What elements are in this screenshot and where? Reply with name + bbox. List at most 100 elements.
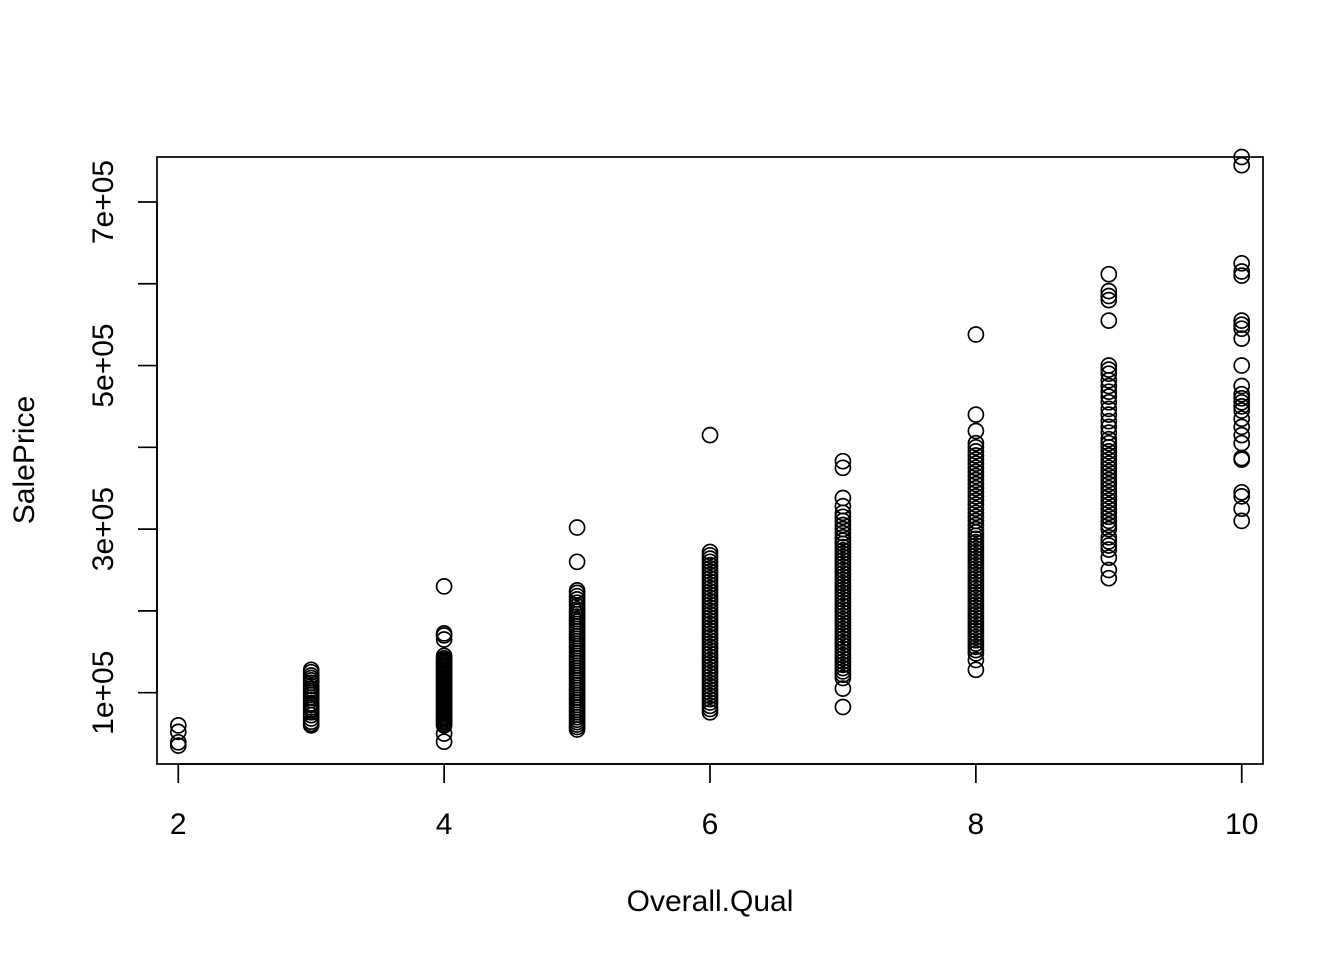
data-point (967, 443, 985, 460)
data-point (967, 459, 985, 477)
x-tick-label: 10 (1225, 808, 1258, 841)
data-point (967, 406, 985, 423)
data-point (967, 516, 985, 534)
y-tick-label: 1e+05 (87, 651, 120, 735)
data-point (1233, 410, 1251, 428)
data-point (967, 492, 985, 509)
data-point (967, 438, 985, 456)
data-point (1100, 561, 1118, 579)
data-point (967, 661, 985, 679)
x-axis-title: Overall.Qual (627, 885, 794, 918)
data-point (1100, 451, 1118, 468)
data-point (1100, 418, 1118, 436)
data-point (435, 631, 453, 648)
y-axis-title: SalePrice (8, 396, 41, 524)
data-point (1100, 377, 1118, 395)
data-point (1100, 447, 1118, 464)
x-tick-label: 2 (170, 808, 187, 841)
data-point (1100, 282, 1118, 300)
data-point (834, 520, 852, 538)
data-point (1100, 569, 1118, 587)
x-tick-label: 6 (702, 808, 719, 841)
data-point (967, 326, 985, 343)
data-point (834, 497, 852, 515)
data-point (169, 723, 187, 741)
data-point (1100, 528, 1118, 546)
data-point (1100, 291, 1118, 309)
data-point (967, 467, 985, 485)
data-point (1233, 267, 1251, 284)
data-point (1233, 316, 1251, 334)
data-point (967, 512, 985, 530)
data-point (834, 524, 852, 542)
data-point (1233, 389, 1251, 407)
data-point (1100, 412, 1118, 430)
data-point (1233, 488, 1251, 505)
data-point (1100, 508, 1118, 526)
data-point (1233, 377, 1251, 395)
data-point (1100, 388, 1118, 405)
data-point (1100, 533, 1118, 550)
data-point (568, 553, 586, 571)
data-point (967, 451, 985, 468)
data-point (834, 459, 852, 477)
data-point (967, 447, 985, 464)
data-point (1100, 549, 1118, 567)
data-point (967, 471, 985, 489)
data-point (1100, 483, 1118, 501)
data-point (1100, 430, 1118, 448)
data-point (1100, 383, 1118, 401)
data-point (1233, 512, 1251, 530)
data-point (834, 516, 852, 534)
data-point (967, 508, 985, 526)
data-point (967, 496, 985, 513)
data-point (701, 543, 719, 561)
data-point (302, 661, 320, 679)
data-point (834, 680, 852, 697)
data-point (1233, 330, 1251, 347)
data-point (834, 508, 852, 526)
data-point (1100, 434, 1118, 452)
data-point (1100, 471, 1118, 489)
data-point (1100, 463, 1118, 481)
data-point (435, 625, 453, 642)
data-point (1233, 426, 1251, 444)
data-point (1233, 312, 1251, 329)
data-point (967, 488, 985, 505)
data-point (834, 452, 852, 470)
data-point (1233, 500, 1251, 518)
data-point (967, 479, 985, 497)
data-point (834, 528, 852, 546)
data-point (1100, 361, 1118, 378)
data-point (834, 698, 852, 716)
data-point (1233, 398, 1251, 415)
data-point (1233, 434, 1251, 452)
data-point (1100, 312, 1118, 329)
data-point (1100, 467, 1118, 485)
data-point (1100, 496, 1118, 513)
y-tick-label: 7e+05 (87, 160, 120, 244)
data-point (1100, 393, 1118, 411)
data-point (1100, 500, 1118, 518)
data-point (967, 520, 985, 538)
data-point (1233, 263, 1251, 280)
data-point (967, 434, 985, 452)
data-point (967, 483, 985, 501)
data-point (967, 500, 985, 518)
data-point (1100, 479, 1118, 497)
data-point (1100, 406, 1118, 423)
data-point (1100, 287, 1118, 305)
data-point (1100, 492, 1118, 509)
data-point (967, 651, 985, 669)
x-tick-label: 4 (436, 808, 453, 841)
data-point (1233, 320, 1251, 338)
data-point (435, 578, 453, 595)
x-axis: 2 4 6 8 10 (170, 763, 1258, 841)
y-tick-label: 5e+05 (87, 323, 120, 407)
data-point (1100, 455, 1118, 473)
data-point (1100, 400, 1118, 418)
data-point (1100, 424, 1118, 441)
data-point (1100, 537, 1118, 554)
data-point (1233, 418, 1251, 436)
data-point (1100, 504, 1118, 522)
